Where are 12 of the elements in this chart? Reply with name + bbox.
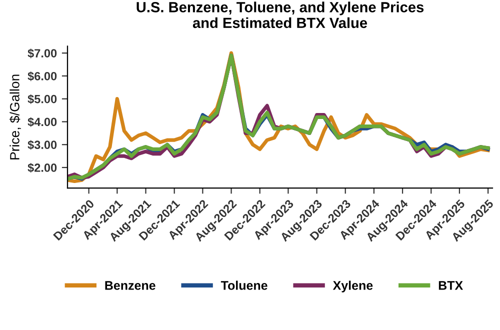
y-tick-label: $3.00 (28, 140, 57, 150)
legend-label: Benzene (105, 281, 156, 290)
y-tick-label: $6.00 (28, 71, 57, 82)
legend-label: Toluene (220, 280, 268, 290)
legend-label: BTX (438, 281, 463, 290)
y-tick-label: $7.00 (28, 48, 57, 58)
legend-label: Xylene (332, 280, 373, 292)
chart-title: U.S. Benzene, Toluene, and Xylene Prices and Estimated BTX Value (136, 2, 424, 28)
y-tick-label: $4.00 (28, 117, 57, 127)
y-tick-label: $5.00 (28, 94, 57, 104)
y-axis-title: Price, $/Gallon (9, 74, 21, 160)
y-tick-label: $2.00 (28, 163, 57, 173)
